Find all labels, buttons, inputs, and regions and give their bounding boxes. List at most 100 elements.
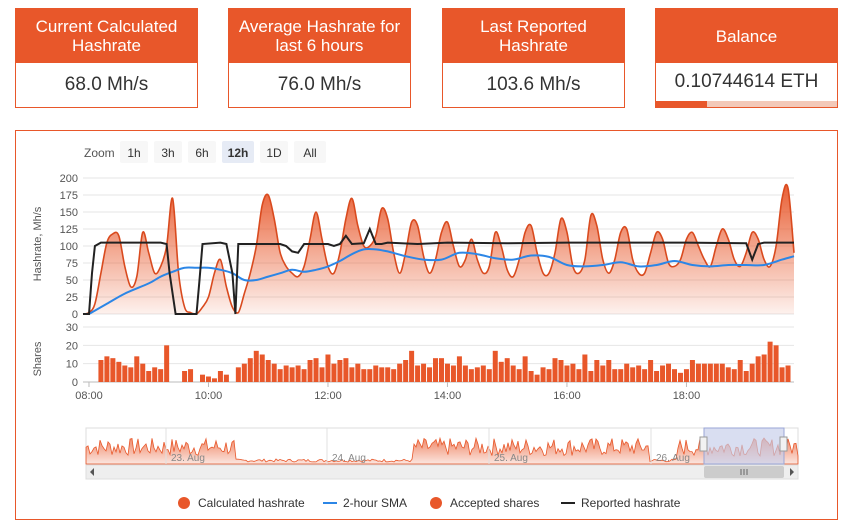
shares-bar xyxy=(534,374,540,382)
legend-label: Reported hashrate xyxy=(581,496,681,510)
zoom-button-bg xyxy=(154,141,182,163)
shares-bar xyxy=(779,367,785,382)
shares-bar xyxy=(504,358,510,382)
shares-bar xyxy=(719,363,725,382)
shares-bar xyxy=(540,367,546,382)
zoom-button-label: 3h xyxy=(161,146,174,160)
shares-bar xyxy=(211,378,217,382)
shares-bar xyxy=(648,360,654,382)
zoom-button-6h[interactable]: 6h xyxy=(188,141,216,163)
shares-axis-title: Shares xyxy=(32,341,44,376)
scrollbar-track xyxy=(85,464,799,480)
zoom-button-1h[interactable]: 1h xyxy=(120,141,148,163)
shares-bar xyxy=(522,356,528,382)
y-tick-label: 200 xyxy=(60,173,78,185)
card-current-hashrate: Current Calculated Hashrate 68.0 Mh/s xyxy=(15,8,198,108)
hashrate-chart: Zoom 1h 3h 6h 12h 1D All Hashrate, Mh/s Share… xyxy=(15,130,838,520)
zoom-button-label: 1h xyxy=(127,146,140,160)
shares-bar xyxy=(361,369,367,382)
navigator-handle-right[interactable] xyxy=(779,436,788,452)
shares-bar xyxy=(164,345,170,382)
shares-bar xyxy=(749,363,755,382)
shares-bar xyxy=(403,360,409,382)
shares-bar xyxy=(755,356,761,382)
shares-bar xyxy=(486,369,492,382)
navigator-date-label: 24. Aug xyxy=(332,453,366,464)
zoom-button-label: 12h xyxy=(228,146,249,160)
shares-bar xyxy=(773,345,779,382)
card-title: Current Calculated Hashrate xyxy=(16,9,197,63)
balance-progress-bar xyxy=(656,101,837,107)
shares-bar xyxy=(570,363,576,382)
card-value: 103.6 Mh/s xyxy=(486,74,581,95)
shares-bar xyxy=(480,365,486,382)
legend-item[interactable]: 2-hour SMA xyxy=(323,496,407,510)
shares-bar xyxy=(510,365,516,382)
navigator-series xyxy=(85,436,799,465)
shares-bar xyxy=(492,350,498,382)
shares-bar xyxy=(199,374,205,382)
y-tick-label: 100 xyxy=(60,241,78,253)
y-tick-label: 25 xyxy=(66,292,78,304)
shares-bar xyxy=(785,365,791,382)
shares-bar xyxy=(355,363,361,382)
shares-bar xyxy=(421,363,427,382)
legend-item[interactable]: Reported hashrate xyxy=(561,496,681,510)
legend-item[interactable]: Accepted shares xyxy=(430,496,539,510)
zoom-button-all[interactable]: All xyxy=(294,141,326,163)
legend-label: Accepted shares xyxy=(450,496,539,510)
legend-marker-icon xyxy=(178,497,190,509)
shares-bar xyxy=(444,363,450,382)
navigator-date-label: 26. Aug xyxy=(656,453,690,464)
navigator-date-label: 23. Aug xyxy=(171,453,205,464)
legend-label: Calculated hashrate xyxy=(198,496,305,510)
shares-bar xyxy=(660,365,666,382)
shares-bar xyxy=(397,363,403,382)
shares-bar xyxy=(528,371,534,382)
x-tick-label: 16:00 xyxy=(553,390,581,402)
shares-bar xyxy=(349,367,355,382)
shares-bar xyxy=(636,365,642,382)
shares-bar xyxy=(343,358,349,382)
navigator-date-label: 25. Aug xyxy=(494,453,528,464)
shares-bar xyxy=(666,363,672,382)
shares-bar xyxy=(116,361,122,382)
navigator-handle-left[interactable] xyxy=(699,436,708,452)
zoom-button-bg xyxy=(294,141,326,163)
y-tick-label: 125 xyxy=(60,224,78,236)
shares-bar xyxy=(223,374,229,382)
navigator[interactable]: 23. Aug 24. Aug 25. Aug 26. Aug xyxy=(85,427,799,480)
y-tick-label: 150 xyxy=(60,207,78,219)
shares-bar xyxy=(337,360,343,382)
shares-bar xyxy=(624,363,630,382)
legend-item[interactable]: Calculated hashrate xyxy=(178,496,305,510)
shares-bar xyxy=(588,371,594,382)
shares-bars xyxy=(98,341,791,382)
shares-bar xyxy=(450,365,456,382)
shares-bar xyxy=(271,363,277,382)
shares-bar xyxy=(600,365,606,382)
shares-bar xyxy=(307,360,313,382)
x-tick-label: 12:00 xyxy=(314,390,342,402)
shares-bar xyxy=(606,360,612,382)
shares-bar xyxy=(707,363,713,382)
shares-bar xyxy=(438,358,444,382)
zoom-button-bg xyxy=(222,141,254,163)
zoom-button-3h[interactable]: 3h xyxy=(154,141,182,163)
shares-bar xyxy=(247,358,253,382)
legend-marker-icon xyxy=(430,497,442,509)
zoom-button-1d[interactable]: 1D xyxy=(260,141,288,163)
shares-bar xyxy=(767,341,773,382)
shares-bar xyxy=(104,356,110,382)
legend: Calculated hashrate 2-hour SMA Accepted sh… xyxy=(178,496,681,510)
y-tick-label: 50 xyxy=(66,275,78,287)
shares-bar xyxy=(241,363,247,382)
card-value: 0.10744614 ETH xyxy=(674,71,819,92)
shares-bar xyxy=(391,369,397,382)
sma-line xyxy=(88,247,795,315)
shares-bar xyxy=(701,363,707,382)
zoom-button-12h[interactable]: 12h xyxy=(222,141,254,163)
shares-bar xyxy=(367,369,373,382)
zoom-button-bg xyxy=(260,141,288,163)
shares-bar xyxy=(98,360,104,382)
